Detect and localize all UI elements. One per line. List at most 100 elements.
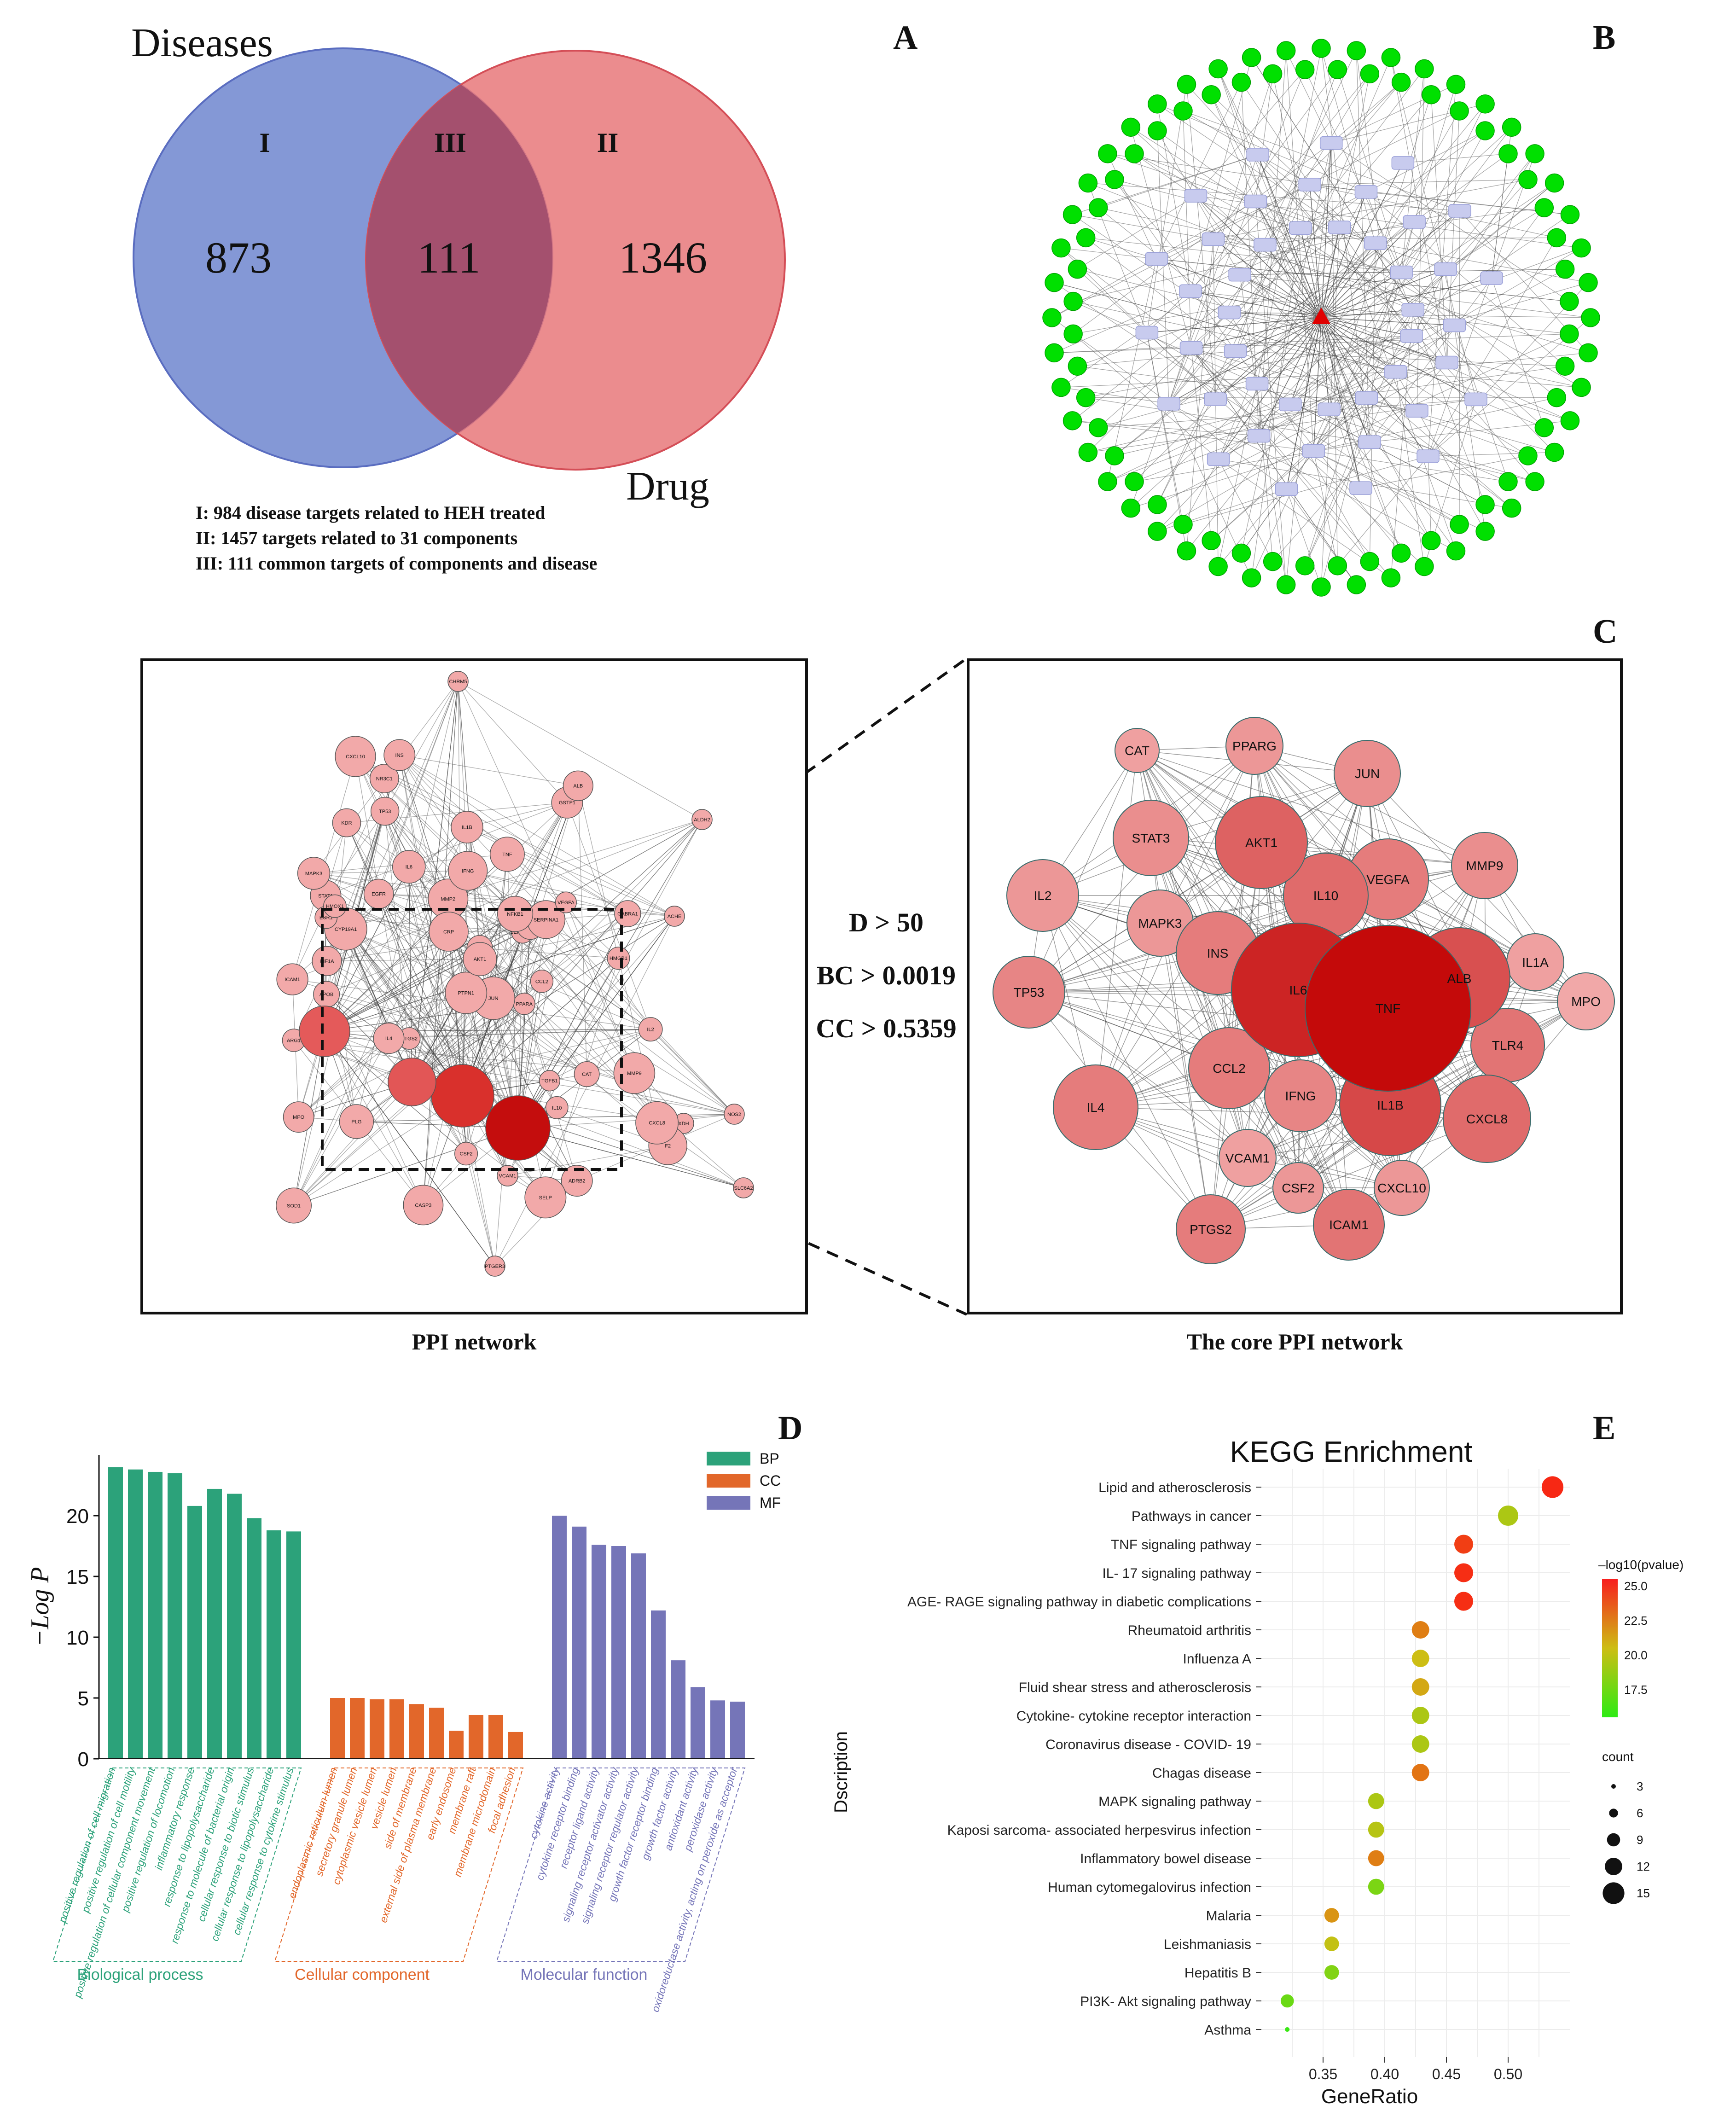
size-legend-label: 12 <box>1637 1860 1650 1873</box>
core-node-label: MMP9 <box>1466 859 1504 873</box>
kegg-point <box>1454 1563 1474 1582</box>
core-node-label: CXCL8 <box>1466 1112 1508 1126</box>
ppi-node-label: AKT1 <box>474 957 487 962</box>
ppi-node <box>373 1023 405 1054</box>
ppi-node-label: ALDH2 <box>694 817 710 823</box>
compound-node <box>1228 267 1251 282</box>
target-node <box>1263 64 1283 84</box>
ppi-hub-node <box>431 1064 494 1128</box>
target-node <box>1502 117 1521 137</box>
ppi-node-label: SERPINA1 <box>534 917 558 923</box>
panel-letter-c: C <box>1593 613 1618 651</box>
compound-node <box>1384 365 1407 379</box>
size-legend-dot <box>1607 1833 1620 1847</box>
ppi-node <box>429 912 469 952</box>
compound-node <box>1218 305 1241 320</box>
x-tick-label: 0.50 <box>1494 2066 1522 2082</box>
ppi-node-label: CHRM5 <box>449 679 467 685</box>
ppi-node-label: CCL2 <box>535 979 548 984</box>
compound-node <box>1328 221 1351 234</box>
target-node <box>1148 121 1167 140</box>
ppi-node-label: VEGFA <box>557 900 575 906</box>
core-node-label: MPO <box>1571 994 1601 1009</box>
target-node <box>1042 308 1062 327</box>
size-legend-label: 15 <box>1637 1886 1650 1900</box>
target-node <box>1391 72 1411 92</box>
kegg-point <box>1368 1850 1384 1866</box>
go-bar <box>227 1494 242 1759</box>
target-node <box>1544 173 1564 193</box>
target-node <box>1177 541 1196 561</box>
venn-legend-line: III: 111 common targets of components an… <box>196 553 598 574</box>
compound-node <box>1246 148 1269 162</box>
venn-diagram: Diseases Drug I III II 873 111 1346 <box>131 21 786 509</box>
target-node <box>1231 72 1251 92</box>
go-bar <box>710 1700 725 1759</box>
target-node <box>1347 41 1366 60</box>
ppi-node <box>545 1096 569 1119</box>
ppi-node <box>484 1256 505 1277</box>
target-node <box>1295 60 1315 79</box>
ppi-node-label: CXCL8 <box>649 1121 665 1126</box>
go-bar <box>631 1553 646 1759</box>
ppi-node <box>614 900 641 927</box>
compound-node <box>1289 221 1312 235</box>
go-bar <box>488 1715 503 1759</box>
compound-node <box>1448 204 1471 218</box>
compound-node <box>1480 271 1503 285</box>
kegg-term-label: Malaria <box>1206 1908 1252 1924</box>
ppi-node <box>448 851 488 891</box>
target-node <box>1534 198 1554 217</box>
target-node <box>1051 378 1071 397</box>
target-node <box>1202 85 1221 105</box>
ppi-node <box>555 891 577 913</box>
target-node <box>1525 144 1544 163</box>
ppi-node-label: TGFB1 <box>541 1078 557 1084</box>
target-node <box>1547 228 1567 248</box>
core-node-akt1 <box>1215 796 1308 889</box>
go-bar <box>409 1704 424 1759</box>
size-legend-dot <box>1602 1882 1625 1904</box>
kegg-term-label: Fluid shear stress and atherosclerosis <box>1019 1680 1251 1695</box>
ppi-node-label: TNF <box>502 852 512 857</box>
color-legend-tick: 22.5 <box>1624 1614 1648 1628</box>
core-node-label: PTGS2 <box>1190 1222 1232 1237</box>
kegg-point <box>1411 1735 1429 1753</box>
core-ppi-caption: The core PPI network <box>1186 1329 1403 1355</box>
target-node <box>1360 64 1380 84</box>
ppi-node <box>283 1101 314 1133</box>
kegg-term-label: Cytokine- cytokine receptor interaction <box>1016 1709 1251 1724</box>
compound-node <box>1355 391 1378 405</box>
kegg-point <box>1368 1878 1384 1895</box>
target-node <box>1446 541 1466 561</box>
go-bar <box>370 1699 384 1759</box>
target-node <box>1063 324 1083 344</box>
ppi-node <box>297 857 331 890</box>
ppi-node <box>733 1177 754 1198</box>
target-node <box>1381 48 1401 67</box>
ppi-node <box>724 1104 745 1125</box>
target-node <box>1579 343 1598 363</box>
size-legend-dot <box>1605 1858 1622 1875</box>
go-bar <box>449 1731 464 1759</box>
ppi-node-label: SLC6A2 <box>734 1186 753 1191</box>
ppi-node <box>635 1101 679 1145</box>
go-group-label: Biological process <box>77 1966 203 1983</box>
venn-left-title: Diseases <box>131 21 273 65</box>
go-bar <box>350 1698 365 1759</box>
core-node-label: IL2 <box>1034 889 1052 903</box>
go-legend-label: CC <box>760 1472 781 1489</box>
target-node <box>1475 522 1495 541</box>
kegg-enrichment-chart: KEGG Enrichment Lipid and atherosclerosis… <box>831 1435 1684 2108</box>
x-tick-label: 0.35 <box>1309 2066 1337 2082</box>
target-node <box>1581 308 1600 327</box>
go-bar <box>207 1488 222 1759</box>
ppi-node <box>312 946 342 977</box>
target-node <box>1328 60 1347 79</box>
kegg-point <box>1454 1592 1474 1611</box>
ppi-node-label: IL4 <box>385 1036 392 1041</box>
ppi-node <box>369 764 399 793</box>
target-node <box>1068 259 1087 279</box>
compound-node <box>1319 136 1343 150</box>
kegg-point <box>1541 1476 1564 1498</box>
